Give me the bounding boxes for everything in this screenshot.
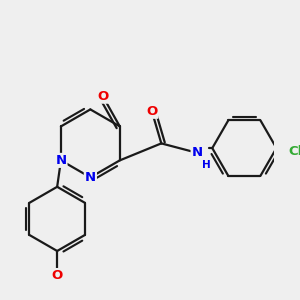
Text: O: O — [146, 105, 158, 118]
Text: O: O — [97, 90, 108, 103]
Text: N: N — [192, 146, 203, 159]
Text: H: H — [202, 160, 211, 170]
Text: Cl: Cl — [288, 146, 300, 158]
Text: N: N — [56, 154, 67, 167]
Text: O: O — [52, 269, 63, 282]
Text: N: N — [85, 171, 96, 184]
